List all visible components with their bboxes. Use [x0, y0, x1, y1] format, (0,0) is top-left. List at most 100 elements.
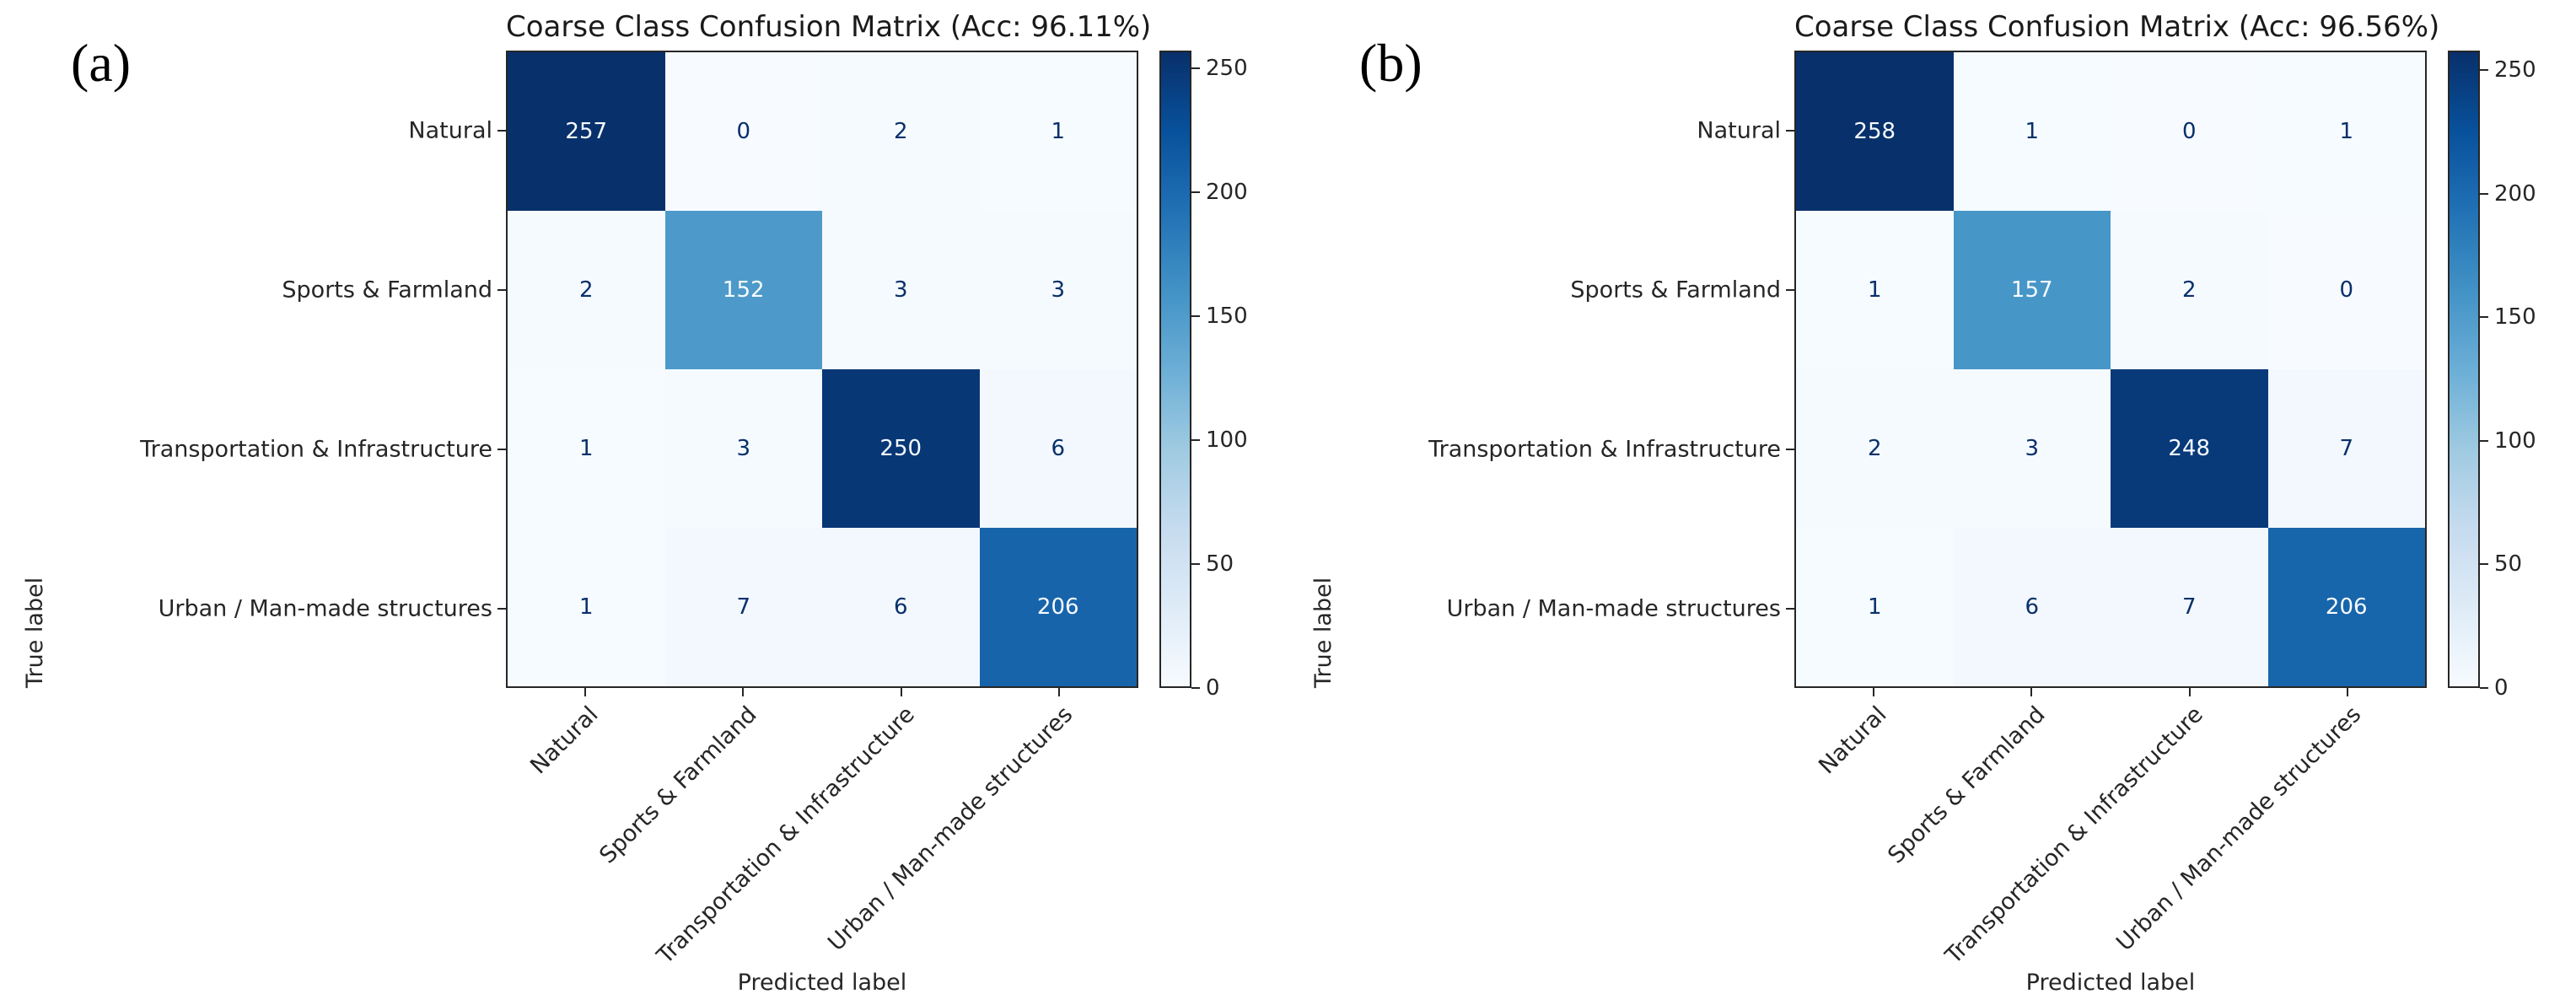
colorbar-tick-mark	[2480, 69, 2488, 72]
matrix-cell: 206	[979, 528, 1137, 686]
matrix-cell: 258	[1796, 52, 1954, 211]
colorbar-tick-mark	[1191, 314, 1200, 317]
colorbar-tick-label: 0	[1206, 675, 1220, 701]
matrix-cell: 157	[1953, 211, 2111, 369]
matrix-cell: 152	[664, 211, 822, 369]
x-tick-mark	[583, 688, 586, 696]
x-tick-labels: Natural Sports & Farmland Transportation &…	[1794, 701, 2427, 1005]
colorbar-tick-label: 50	[2494, 551, 2523, 578]
y-tick-mark	[497, 129, 506, 132]
panel-a: (a) Coarse Class Confusion Matrix (Acc: …	[0, 10, 1248, 1005]
colorbar	[2448, 51, 2480, 688]
colorbar-tick-mark	[2480, 563, 2488, 566]
y-tick-mark	[497, 448, 506, 450]
y-tick-label: Sports & Farmland	[1570, 277, 1781, 303]
y-tick-label: Sports & Farmland	[282, 277, 492, 303]
matrix-cell: 6	[1953, 528, 2111, 686]
y-tick-label: Natural	[1697, 117, 1781, 143]
matrix-cell: 1	[1953, 52, 2111, 211]
panel-label: (a)	[71, 33, 132, 93]
x-axis-label: Predicted label	[2025, 970, 2196, 996]
y-tick-mark	[1786, 607, 1794, 610]
matrix-cell: 250	[822, 369, 980, 528]
y-tick-mark	[1786, 288, 1794, 291]
y-tick-mark	[1786, 129, 1794, 132]
heatmap-grid: 257 0 2 1 2 152 3 3 1 3 250 6 1 7 6 206	[506, 51, 1138, 688]
colorbar-tick-mark	[1191, 562, 1200, 565]
matrix-cell: 257	[508, 52, 665, 211]
colorbar-tick-label: 250	[1206, 55, 1248, 81]
x-tick-mark	[1058, 688, 1061, 696]
colorbar-tick-label: 100	[1206, 427, 1248, 453]
x-tick-labels: Natural Sports & Farmland Transportation &…	[506, 701, 1138, 1005]
matrix-cell: 2	[1796, 369, 1954, 528]
chart-title: Coarse Class Confusion Matrix (Acc: 96.5…	[1794, 10, 2440, 44]
x-tick-mark	[1872, 688, 1874, 696]
y-tick-mark	[1786, 448, 1794, 450]
matrix-cell: 206	[2267, 528, 2425, 686]
matrix-cell: 7	[664, 528, 822, 686]
colorbar-tick-label: 150	[1206, 303, 1248, 329]
matrix-cell: 6	[979, 369, 1137, 528]
matrix-cell: 0	[2111, 52, 2268, 211]
colorbar-tick-mark	[2480, 192, 2488, 195]
matrix-cell: 1	[1796, 528, 1954, 686]
matrix-cell: 1	[979, 52, 1137, 211]
colorbar-tick-mark	[2480, 316, 2488, 319]
x-tick-label: Transportation & Infrastructure	[652, 701, 920, 970]
matrix-cell: 7	[2267, 369, 2425, 528]
matrix-cell: 3	[1953, 369, 2111, 528]
x-tick-label: Urban / Man-made structures	[822, 701, 1078, 957]
colorbar-tick-label: 200	[1206, 179, 1248, 205]
colorbar-tick-mark	[1191, 191, 1200, 193]
y-tick-label: Transportation & Infrastructure	[1428, 436, 1781, 462]
matrix-cell: 7	[2111, 528, 2268, 686]
colorbar-tick-label: 200	[2494, 180, 2536, 207]
y-tick-label: Transportation & Infrastructure	[140, 436, 492, 462]
colorbar-tick-label: 150	[2494, 304, 2536, 331]
x-tick-label: Transportation & Infrastructure	[1940, 701, 2208, 970]
matrix-cell: 2	[508, 211, 665, 369]
colorbar-tick-label: 50	[1206, 551, 1234, 577]
matrix-cell: 6	[822, 528, 980, 686]
colorbar-tick-mark	[1191, 438, 1200, 441]
colorbar-tick-mark	[2480, 439, 2488, 442]
y-tick-mark	[497, 288, 506, 291]
matrix-cell: 1	[1796, 211, 1954, 369]
x-tick-label: Natural	[525, 701, 604, 780]
x-tick-label: Urban / Man-made structures	[2111, 701, 2367, 957]
panel-b: (b) Coarse Class Confusion Matrix (Acc: …	[1288, 0, 2576, 1005]
x-tick-label: Sports & Farmland	[1882, 701, 2051, 869]
matrix-cell: 2	[2111, 211, 2268, 369]
panel-label: (b)	[1359, 33, 1422, 93]
matrix-cell: 0	[664, 52, 822, 211]
colorbar-tick-mark	[2480, 687, 2488, 689]
matrix-cell: 3	[664, 369, 822, 528]
y-tick-labels: Natural Sports & Farmland Transportation &…	[1288, 51, 1781, 688]
y-tick-label: Urban / Man-made structures	[158, 595, 492, 621]
y-tick-label: Urban / Man-made structures	[1446, 595, 1781, 621]
colorbar-tick-label: 250	[2494, 57, 2536, 83]
y-tick-mark	[497, 607, 506, 610]
y-tick-label: Natural	[408, 117, 492, 143]
matrix-cell: 1	[508, 528, 665, 686]
x-axis-label: Predicted label	[737, 970, 907, 996]
matrix-cell: 1	[2267, 52, 2425, 211]
x-tick-mark	[900, 688, 902, 696]
y-tick-labels: Natural Sports & Farmland Transportation &…	[0, 51, 492, 688]
colorbar	[1159, 51, 1191, 688]
colorbar-tick-label: 100	[2494, 427, 2536, 454]
x-tick-mark	[2188, 688, 2191, 696]
colorbar-tick-mark	[1191, 67, 1200, 69]
x-tick-mark	[2347, 688, 2349, 696]
chart-title: Coarse Class Confusion Matrix (Acc: 96.1…	[506, 10, 1152, 44]
x-tick-label: Natural	[1814, 701, 1892, 780]
colorbar-tick-label: 0	[2494, 675, 2509, 701]
matrix-cell: 3	[979, 211, 1137, 369]
x-tick-mark	[742, 688, 745, 696]
matrix-cell: 248	[2111, 369, 2268, 528]
colorbar-tick-mark	[1191, 687, 1200, 689]
matrix-cell: 2	[822, 52, 980, 211]
x-tick-mark	[2030, 688, 2033, 696]
